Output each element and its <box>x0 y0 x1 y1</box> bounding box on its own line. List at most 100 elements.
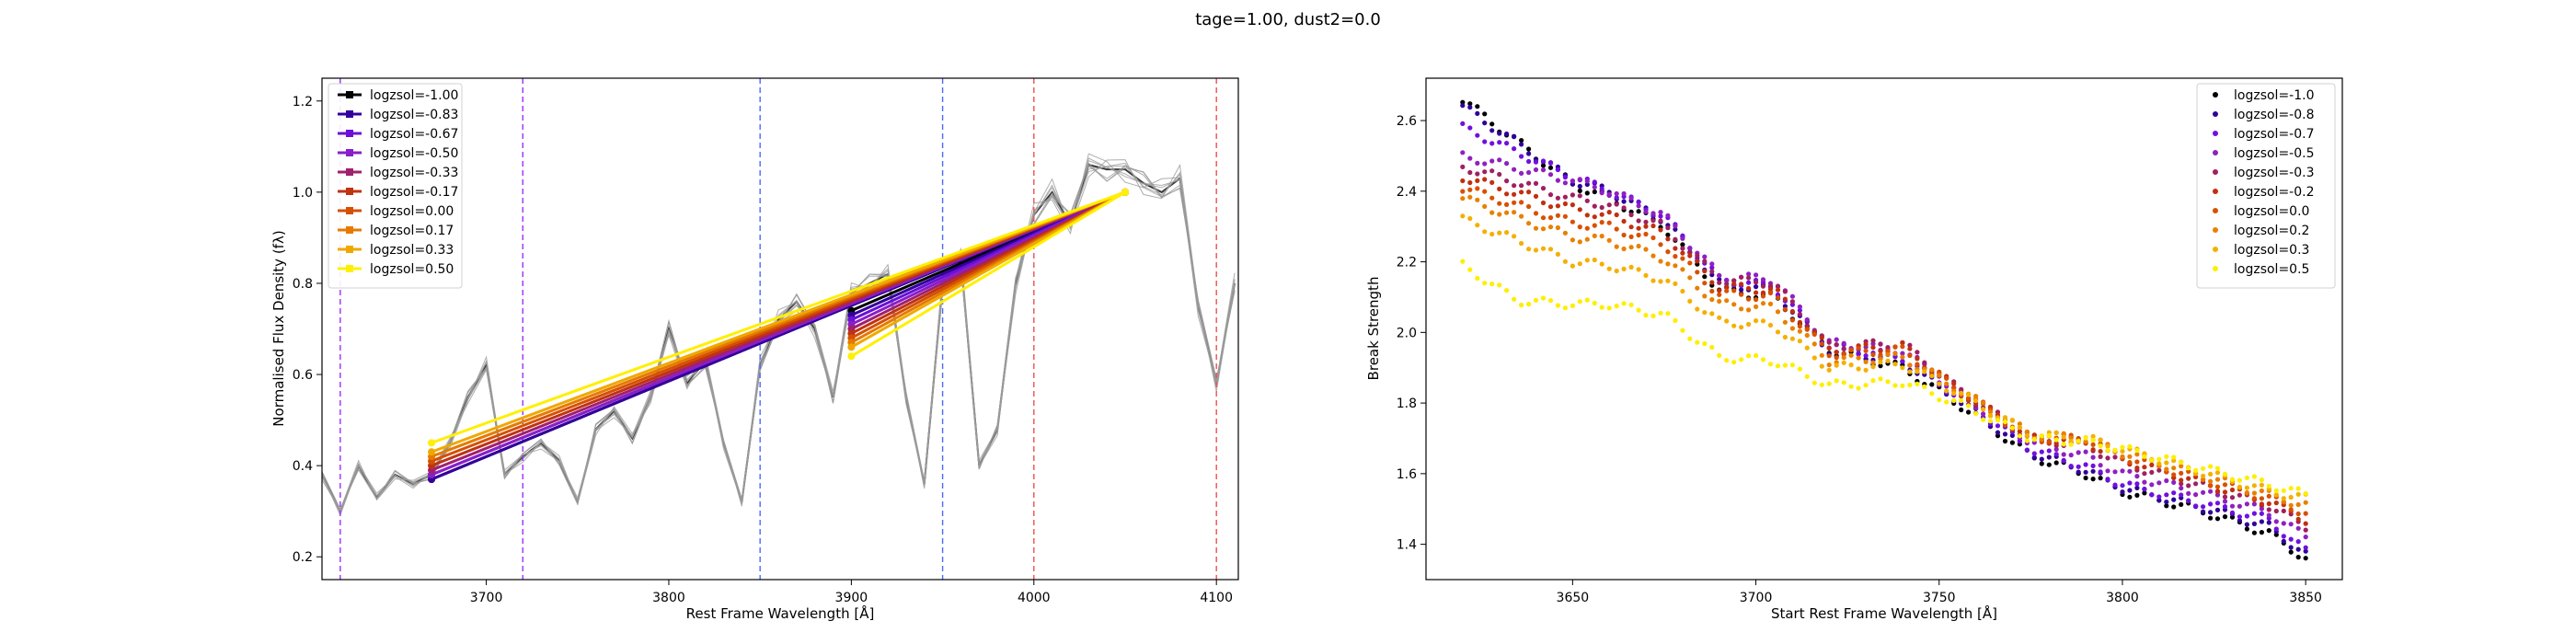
point <box>1482 169 1488 175</box>
point <box>1915 350 1920 355</box>
point <box>2214 516 2221 522</box>
point <box>1731 282 1737 287</box>
point <box>1709 297 1715 303</box>
point <box>1584 258 1590 263</box>
point <box>2061 431 2066 436</box>
point <box>1540 167 1547 173</box>
point <box>1724 281 1730 287</box>
point <box>2046 439 2052 444</box>
point <box>1717 280 1722 285</box>
point <box>1870 345 1876 351</box>
point <box>1650 278 1656 283</box>
point <box>1584 236 1590 242</box>
point <box>1987 419 1994 424</box>
point <box>1526 169 1532 176</box>
point <box>1467 179 1473 186</box>
point <box>1533 180 1539 186</box>
point <box>2098 443 2103 449</box>
legend-label-0: logzsol=-1.0 <box>2234 88 2315 103</box>
point <box>2120 489 2125 495</box>
legend-marker-6 <box>2213 208 2218 213</box>
legend-label-5: logzsol=-0.17 <box>370 185 458 200</box>
point <box>1673 281 1678 286</box>
point <box>1621 190 1627 197</box>
point <box>2171 479 2177 486</box>
point <box>2112 482 2118 488</box>
point <box>1621 266 1627 271</box>
point <box>1497 171 1502 178</box>
point <box>1584 181 1590 188</box>
point <box>1907 369 1913 374</box>
point <box>2281 538 2286 544</box>
point <box>2303 548 2308 554</box>
point <box>2208 478 2214 484</box>
point <box>1959 386 1964 392</box>
point <box>1702 293 1708 299</box>
point <box>1547 247 1554 252</box>
point <box>1650 223 1656 229</box>
point <box>1709 344 1715 351</box>
point <box>1834 350 1839 355</box>
point <box>1592 233 1597 238</box>
point <box>1915 362 1920 367</box>
legend-marker-9 <box>2213 266 2218 271</box>
point <box>1606 220 1612 225</box>
point <box>1526 190 1532 195</box>
point <box>1533 211 1539 216</box>
point <box>2127 454 2133 459</box>
point <box>2149 457 2155 463</box>
point <box>1717 272 1722 278</box>
point <box>1621 246 1627 252</box>
legend-marker-0 <box>2213 92 2218 98</box>
point <box>2295 511 2301 517</box>
legend-marker-5 <box>346 188 353 195</box>
point <box>1526 158 1532 165</box>
point <box>2179 470 2184 476</box>
point <box>1482 281 1488 286</box>
point <box>1643 209 1649 214</box>
point <box>1995 430 2001 435</box>
point <box>1717 288 1722 293</box>
point <box>1680 267 1685 272</box>
point <box>1547 172 1554 178</box>
point <box>1526 203 1532 210</box>
point <box>1811 341 1817 347</box>
point <box>1848 352 1854 358</box>
point <box>2193 503 2199 509</box>
point <box>1562 259 1568 264</box>
legend-label-9: logzsol=0.5 <box>2234 262 2309 277</box>
point <box>1848 347 1854 352</box>
point <box>1702 254 1708 259</box>
point <box>1848 362 1854 368</box>
point <box>1885 351 1891 357</box>
point <box>1555 203 1560 209</box>
point <box>1599 190 1604 196</box>
point <box>1863 359 1869 364</box>
legend-label-1: logzsol=-0.8 <box>2234 108 2315 122</box>
point <box>2222 514 2228 520</box>
point <box>1636 218 1641 224</box>
point <box>1475 223 1480 228</box>
point <box>1841 360 1846 365</box>
point <box>1526 180 1532 186</box>
point <box>1489 179 1495 185</box>
point <box>2208 515 2214 521</box>
point <box>2164 500 2169 505</box>
point <box>1504 288 1510 293</box>
point <box>2171 497 2177 502</box>
point <box>1907 352 1913 359</box>
point <box>2229 487 2236 493</box>
spectrum-variant-9 <box>322 162 1236 515</box>
legend-marker-1 <box>346 110 353 118</box>
point <box>2134 485 2140 491</box>
point <box>2076 450 2081 455</box>
point <box>1599 261 1604 267</box>
point <box>1944 388 1949 394</box>
point <box>1650 211 1656 216</box>
break-strength-ticks: 3650 3700 3750 3800 3850 1.4 1.6 1.8 2.0 2.2 2.4 2.… <box>1397 114 2322 605</box>
point <box>2156 494 2162 500</box>
point <box>1826 353 1832 359</box>
point <box>1512 296 1517 302</box>
point <box>1650 218 1656 224</box>
point <box>2090 442 2096 447</box>
